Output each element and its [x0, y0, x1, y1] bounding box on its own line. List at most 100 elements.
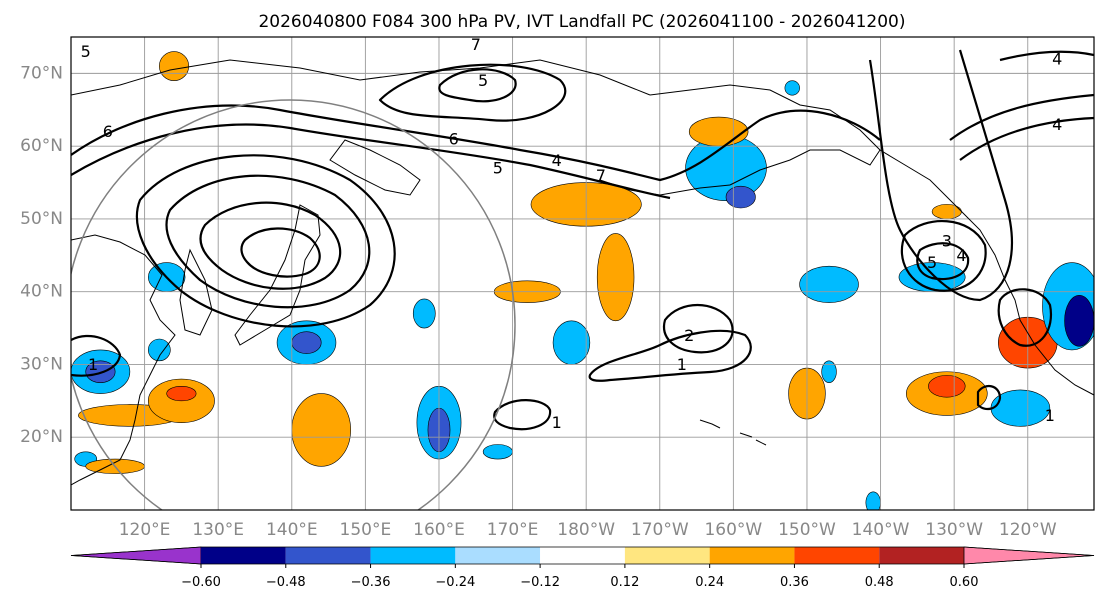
pv-contour-1-east-ring — [976, 384, 1002, 411]
longitude-tick-labels: 120°E 130°E 140°E 150°E 160°E 170°E 180°W 170°W… — [119, 520, 1057, 540]
pv-contour-label-2: 1 — [677, 355, 687, 374]
lat-tick-label-4: 30°N — [20, 354, 63, 374]
colorbar-tick-label-7: 0.36 — [780, 575, 809, 590]
colorbar-segment-5 — [624, 547, 710, 564]
pv-contour-siberia-lobe — [378, 63, 567, 122]
pv-contour-japan-ring-4 — [240, 227, 321, 278]
colorbar-extend-min — [70, 546, 202, 565]
pv-contour-1-west — [71, 335, 122, 377]
ivt-region-9 — [928, 375, 966, 398]
chart-title: 2026040800 F084 300 hPa PV, IVT Landfall… — [258, 12, 905, 32]
pv-contour-2-ring — [662, 303, 734, 354]
ivt-region-34 — [821, 360, 837, 383]
pv-contour-label-5: 3 — [942, 231, 952, 250]
lon-tick-label-11: 130°W — [925, 520, 983, 540]
lon-tick-label-9: 150°W — [778, 520, 836, 540]
colorbar-tick-label-3: −0.24 — [435, 575, 475, 590]
colorbar-segment-8 — [879, 547, 964, 564]
colorbar-segment-0 — [201, 547, 286, 564]
coastline-north-america — [879, 149, 1094, 396]
pv-contour-label-14: 4 — [552, 151, 562, 170]
pv-contour-label-6: 4 — [956, 246, 966, 265]
ivt-region-26 — [166, 385, 197, 402]
ivt-region-19 — [552, 320, 591, 365]
colorbar-tick-label-5: 0.12 — [610, 575, 639, 590]
map-frame — [70, 36, 1095, 511]
lat-tick-label-3: 40°N — [20, 282, 63, 302]
colorbar: −0.60 −0.48 −0.36 −0.24 −0.12 0.12 0.24 0.36 0.4… — [70, 546, 1095, 590]
colorbar-tick-label-6: 0.24 — [695, 575, 724, 590]
pv-contour-northeast-ridge — [949, 50, 1094, 161]
lon-tick-label-5: 170°E — [487, 520, 539, 540]
pv-contour-label-8: 6 — [103, 122, 113, 141]
pv-contour-label-10: 7 — [471, 35, 481, 54]
pv-contour-label-7: 5 — [927, 253, 937, 272]
colorbar-segment-4 — [540, 547, 625, 564]
pv-contour-label-9: 5 — [81, 42, 91, 61]
ivt-region-1 — [596, 233, 635, 322]
latitude-tick-labels: 70°N 60°N 50°N 40°N 30°N 20°N — [20, 63, 63, 447]
lat-tick-label-2: 50°N — [20, 209, 63, 229]
pv-contour-jet-outer — [71, 104, 881, 182]
pv-contour-japan-ring-3 — [199, 201, 342, 290]
lon-tick-label-6: 180°W — [557, 520, 615, 540]
pv-contour-label-12: 6 — [449, 129, 459, 148]
pv-contour-label-13: 5 — [493, 158, 503, 177]
lon-tick-label-7: 170°W — [631, 520, 689, 540]
colorbar-tick-label-2: −0.36 — [351, 575, 391, 590]
ivt-region-23 — [85, 360, 116, 383]
pv-contour-label-15: 7 — [596, 166, 606, 185]
colorbar-tick-label-1: −0.48 — [266, 575, 306, 590]
lat-tick-label-0: 70°N — [20, 63, 63, 83]
lon-tick-label-3: 150°E — [340, 520, 392, 540]
pv-contour-1-loop — [588, 329, 752, 382]
pv-contour-japan-ring-2 — [165, 174, 371, 309]
ivt-region-4 — [688, 116, 749, 147]
ivt-region-32 — [412, 298, 436, 329]
ivt-region-21 — [799, 265, 859, 303]
colorbar-extend-max — [963, 546, 1095, 565]
pv-contour-na-trough-outer — [868, 49, 1013, 302]
pv-contour-japan-ring-1 — [135, 154, 396, 328]
pv-contour-label-17: 4 — [1052, 115, 1062, 134]
ivt-region-3 — [725, 185, 756, 209]
ivt-region-28 — [147, 338, 171, 362]
lat-tick-label-5: 20°N — [20, 427, 63, 447]
colorbar-segment-2 — [370, 547, 456, 564]
coastline-kamchatka — [329, 139, 421, 196]
lon-tick-label-12: 120°W — [999, 520, 1057, 540]
pv-contour-label-16: 4 — [1052, 49, 1062, 68]
coastline-japan — [234, 204, 321, 346]
lon-tick-label-10: 140°W — [852, 520, 910, 540]
ivt-region-36 — [784, 80, 800, 96]
colorbar-segment-1 — [285, 547, 371, 564]
colorbar-tick-label-4: −0.12 — [520, 575, 560, 590]
lon-tick-label-2: 140°E — [266, 520, 318, 540]
pv-contour-na-trough-inner — [900, 219, 987, 292]
colorbar-tick-label-0: −0.60 — [181, 575, 221, 590]
grid-layer — [71, 37, 1094, 510]
colorbar-tick-label-9: 0.60 — [950, 575, 979, 590]
colorbar-segment-3 — [455, 547, 541, 564]
colorbar-segment-7 — [794, 547, 880, 564]
pv-contour-siberia-small-lobe — [438, 68, 517, 103]
pv-contour-label-1: 1 — [552, 413, 562, 432]
pv-contour-label-11: 5 — [478, 71, 488, 90]
lon-tick-label-1: 130°E — [192, 520, 244, 540]
ivt-region-7 — [1064, 295, 1094, 347]
colorbar-tick-label-8: 0.48 — [865, 575, 894, 590]
ivt-region-17 — [291, 331, 322, 354]
ivt-region-33 — [482, 444, 513, 460]
lon-tick-label-4: 160°E — [413, 520, 465, 540]
coastline-alaska — [649, 84, 881, 186]
lat-tick-label-1: 60°N — [20, 136, 63, 156]
pv-contour-jet-inner — [71, 123, 671, 200]
ivt-region-29 — [159, 51, 190, 81]
pv-contour-label-4: 1 — [1045, 406, 1055, 425]
coastline-siberia-north — [71, 59, 651, 96]
pv-contour-label-3: 2 — [684, 326, 694, 345]
pv-contour-coast-low — [997, 288, 1053, 347]
pv-contour-label-0: 1 — [88, 355, 98, 374]
